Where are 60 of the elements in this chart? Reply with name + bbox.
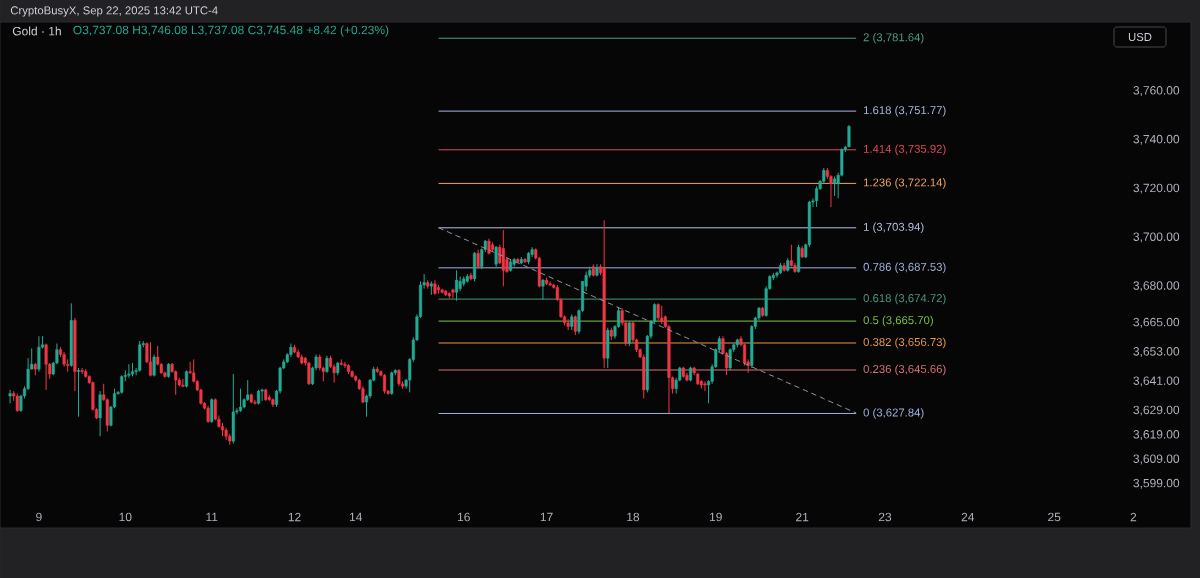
- y-tick-label: 3,680.00: [1133, 281, 1180, 292]
- candlestick: [728, 347, 732, 371]
- ref-line-label: 0.618 (3,674.72): [863, 293, 946, 305]
- x-tick-label: 9: [36, 512, 42, 522]
- x-tick-label: 12: [288, 512, 301, 522]
- x-tick-label: 16: [457, 512, 470, 522]
- candlestick: [260, 388, 264, 402]
- y-tick-label: 3,700.00: [1133, 232, 1180, 243]
- ref-line-label: 0.236 (3,645.66): [863, 364, 946, 376]
- ref-line-label: 0.382 (3,656.73): [863, 337, 946, 349]
- x-tick-label: 24: [961, 512, 975, 522]
- candlestick: [703, 380, 707, 392]
- y-tick-label: 3,720.00: [1133, 183, 1180, 194]
- x-tick-label: 2: [1130, 512, 1137, 522]
- y-tick-label: 3,599.00: [1133, 478, 1180, 489]
- annotation: USD: [1128, 32, 1152, 41]
- candlestick: [8, 389, 12, 404]
- candlestick: [833, 175, 837, 197]
- y-tick-label: 3,665.00: [1133, 317, 1180, 328]
- candlestick: [15, 393, 19, 413]
- chart-subtitle: O3,737.08 H3,746.08 L3,737.08 C3,745.48 +8.42 (+0.23%): [73, 25, 389, 37]
- ref-line-label: 0.786 (3,687.53): [863, 262, 946, 274]
- x-tick-label: 17: [540, 512, 553, 522]
- candlestick: [847, 124, 851, 148]
- ref-line-label: 0.5 (3,665.70): [863, 315, 933, 327]
- x-tick-label: 25: [1048, 512, 1061, 522]
- y-tick-label: 3,629.00: [1133, 405, 1180, 416]
- ref-line-label: 1 (3,703.94): [863, 222, 924, 234]
- x-tick-label: 21: [796, 512, 809, 522]
- x-tick-label: 10: [119, 512, 132, 522]
- ref-line-label: 1.414 (3,735.92): [863, 144, 946, 156]
- ref-line-label: 2 (3,781.64): [863, 32, 924, 44]
- y-tick-label: 3,760.00: [1133, 86, 1180, 96]
- candlestick: [44, 343, 48, 391]
- ref-line-label: 1.618 (3,751.77): [863, 105, 946, 117]
- candlestick: [660, 305, 664, 325]
- x-tick-label: 23: [878, 512, 892, 522]
- chart-title: Gold · 1h: [12, 26, 61, 36]
- candlestick: [458, 275, 462, 292]
- x-tick-label: 11: [206, 512, 218, 522]
- candlestick: [120, 374, 124, 395]
- text: CryptoBusyX, Sep 22, 2025 13:42 UTC-4: [10, 6, 218, 17]
- x-tick-label: 19: [710, 512, 722, 522]
- candlestick: [566, 318, 570, 331]
- candlestick: [476, 249, 480, 270]
- candlestick: [494, 245, 498, 268]
- ref-line-label: 0 (3,627.84): [863, 408, 924, 419]
- ref-line-label: 1.236 (3,722.14): [863, 178, 946, 189]
- y-tick-label: 3,653.00: [1133, 347, 1180, 358]
- y-tick-label: 3,641.00: [1133, 376, 1180, 387]
- x-tick-label: 14: [349, 512, 363, 522]
- candlestick: [181, 378, 185, 388]
- candlestick: [455, 269, 459, 302]
- y-tick-label: 3,740.00: [1133, 134, 1180, 145]
- y-tick-label: 3,609.00: [1133, 454, 1180, 465]
- candlestick: [627, 321, 631, 347]
- x-tick-label: 18: [627, 512, 640, 522]
- candlestick: [80, 367, 84, 375]
- candlestick: [451, 288, 455, 299]
- y-tick-label: 3,619.00: [1133, 430, 1180, 440]
